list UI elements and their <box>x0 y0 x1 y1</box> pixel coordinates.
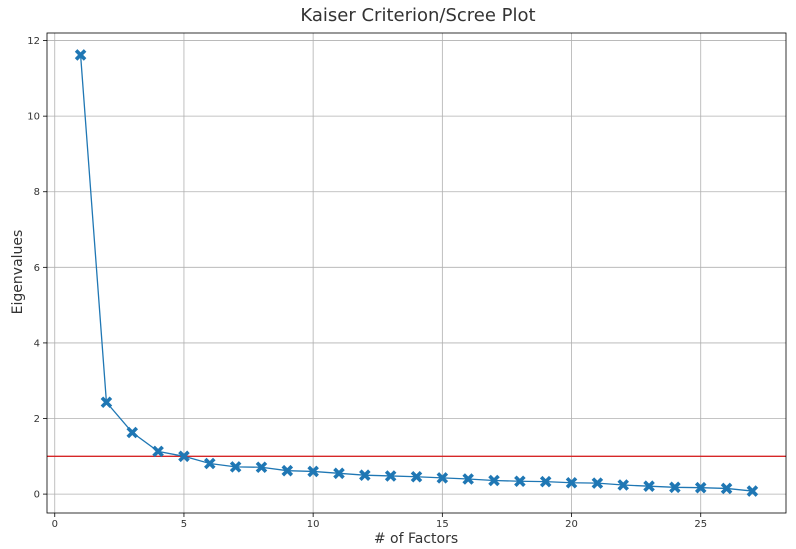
data-point <box>307 465 319 478</box>
data-point <box>281 464 294 477</box>
data-point <box>229 461 242 473</box>
data-point <box>178 450 190 463</box>
data-point <box>204 457 216 470</box>
data-point <box>617 479 629 491</box>
data-point <box>694 481 707 494</box>
data-point <box>669 481 681 494</box>
data-point <box>126 426 139 439</box>
data-point <box>643 480 655 492</box>
data-point <box>746 485 759 497</box>
y-tick-label: 8 <box>34 187 40 198</box>
y-tick-label: 6 <box>34 263 40 274</box>
data-point <box>100 396 113 409</box>
x-tick-label: 20 <box>565 519 578 530</box>
data-point <box>359 469 371 481</box>
series-group <box>74 49 759 497</box>
y-tick-label: 4 <box>34 338 40 349</box>
grid-lines <box>47 33 786 513</box>
x-tick-label: 5 <box>181 519 187 530</box>
x-tick-label: 25 <box>694 519 707 530</box>
x-tick-label: 10 <box>307 519 320 530</box>
data-point <box>384 470 397 482</box>
data-point <box>539 475 552 488</box>
data-point <box>333 467 345 480</box>
data-point <box>514 475 526 488</box>
data-point <box>488 474 500 487</box>
chart-title: Kaiser Criterion/Scree Plot <box>300 5 535 26</box>
series-line <box>79 54 753 492</box>
x-tick-label: 15 <box>436 519 449 530</box>
tick-group: 0 5 10 15 20 25 0 2 4 6 8 10 12 <box>27 36 707 530</box>
data-point <box>436 472 449 484</box>
y-tick-label: 12 <box>27 36 40 47</box>
y-axis-label: Eigenvalues <box>10 230 26 315</box>
data-point <box>152 445 164 458</box>
y-tick-label: 2 <box>34 414 40 425</box>
data-point <box>565 476 578 489</box>
data-point <box>720 482 733 495</box>
data-point <box>255 461 268 474</box>
data-point <box>410 470 423 483</box>
y-tick-label: 0 <box>34 490 40 501</box>
data-point <box>462 473 474 485</box>
x-axis-label: # of Factors <box>374 531 458 547</box>
data-point <box>591 477 604 489</box>
data-point <box>74 49 87 61</box>
y-tick-label: 10 <box>27 112 40 123</box>
x-tick-label: 0 <box>52 519 58 530</box>
plot-frame <box>46 32 787 514</box>
